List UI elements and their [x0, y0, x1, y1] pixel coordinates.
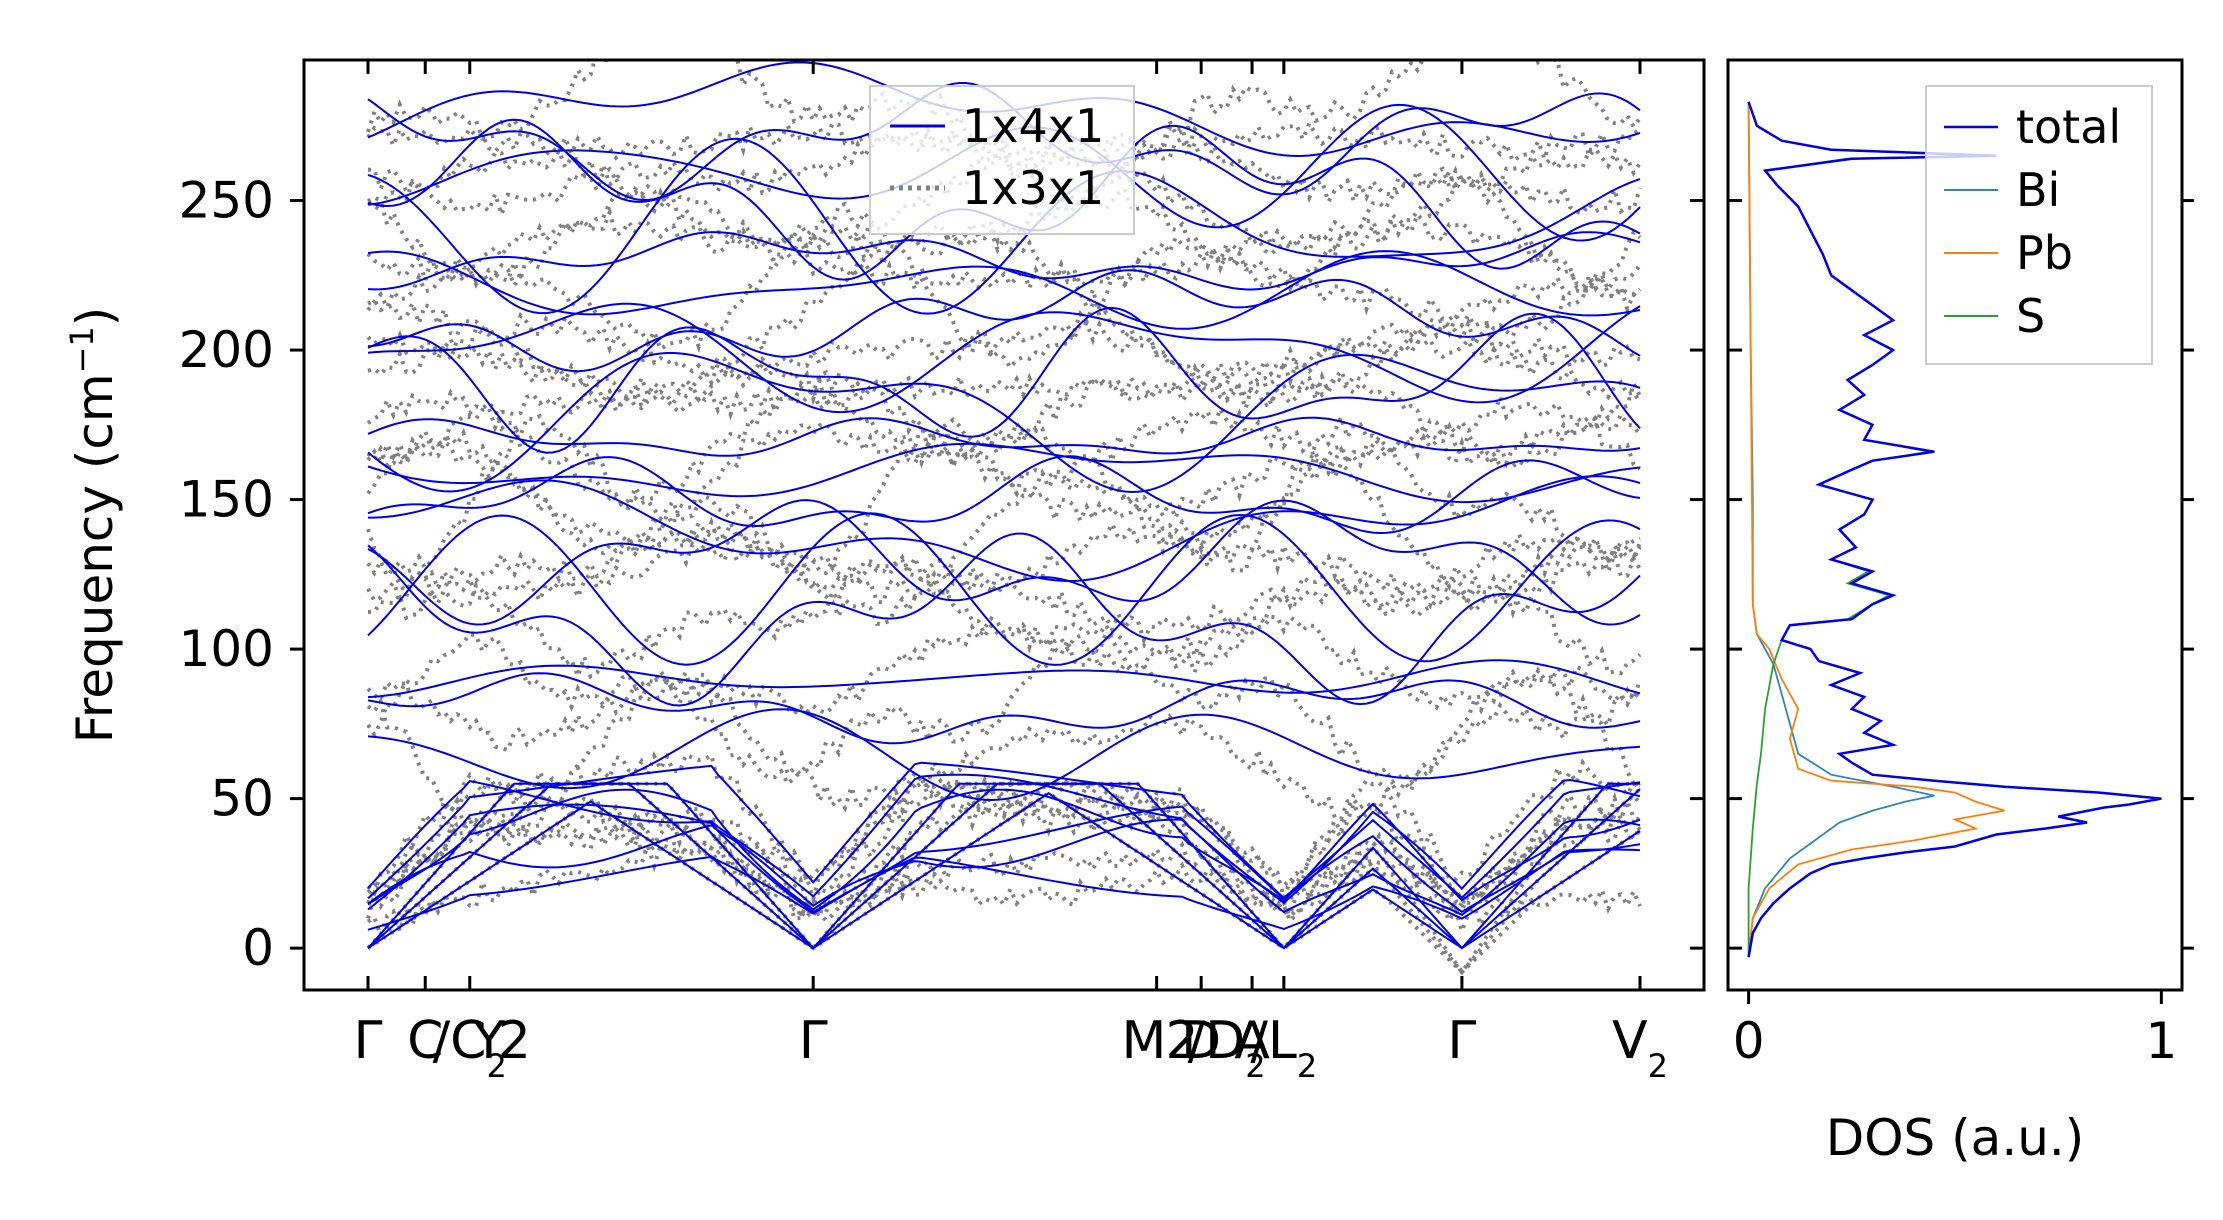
k-tick-label: V2 [1612, 1011, 1668, 1085]
k-tick-label: 2 [1166, 1011, 1199, 1071]
branch-1x3x1 [366, 790, 1641, 922]
dos-legend-box [1925, 85, 2153, 365]
branch-1x3x1 [366, 839, 1642, 942]
branch-1x3x1 [366, 769, 1642, 907]
legend-label-1x3x1: 1x3x1 [962, 161, 1104, 215]
branch-1x3x1 [366, 775, 1642, 918]
branch-1x4x1 [368, 475, 1641, 582]
legend-label-total: total [2016, 100, 2121, 154]
branch-1x3x1 [366, 781, 1642, 976]
branch-1x4x1 [367, 773, 1641, 905]
branch-1x4x1 [367, 761, 1641, 900]
dos-curve-total [1747, 101, 2162, 958]
y-tick-label: 100 [179, 620, 274, 678]
y-tick-label: 50 [210, 770, 274, 828]
k-tick-label: Γ [1447, 1011, 1476, 1071]
band-legend: 1x4x1 1x3x1 [869, 85, 1135, 235]
y-tick-label: 0 [242, 919, 274, 977]
dos-x-tick-label: 1 [2145, 1012, 2177, 1070]
branch-1x4x1 [367, 416, 1641, 457]
y-axis-title: Frequency (cm−1) [63, 307, 124, 744]
k-tick-label: Γ [799, 1011, 828, 1071]
branch-1x4x1 [367, 803, 1641, 914]
y-tick-label: 150 [179, 471, 274, 529]
k-tick-label: /C2 [433, 1011, 507, 1085]
dos-legend: total Bi Pb S [1925, 85, 2153, 365]
k-tick-label: /L2 [1250, 1011, 1317, 1085]
dos-x-axis-title: DOS (a.u.) [1826, 1109, 2085, 1167]
branch-1x3x1 [366, 118, 1641, 166]
branch-1x4x1 [367, 231, 1641, 291]
branch-1x3x1 [366, 369, 1642, 511]
k-tick-label: /D2 [1188, 1011, 1266, 1085]
branch-1x4x1 [367, 512, 1641, 666]
branch-1x3x1 [366, 330, 1642, 421]
legend-label-1x4x1: 1x4x1 [962, 99, 1104, 153]
branch-1x3x1 [366, 410, 1642, 556]
branch-1x4x1 [367, 455, 1641, 535]
branch-1x3x1 [366, 810, 1642, 924]
k-tick-label: D [1181, 1011, 1221, 1071]
branch-1x4x1 [367, 659, 1641, 699]
dos-curve-pb [1747, 101, 2005, 958]
k-tick-label: A [1234, 1011, 1270, 1071]
branch-1x4x1 [367, 708, 1641, 802]
band-frame [302, 58, 1706, 992]
k-tick-label: 2 [498, 1011, 531, 1071]
band-legend-box [869, 85, 1135, 235]
branch-1x4x1 [367, 788, 1641, 911]
branch-1x4x1 [367, 532, 1641, 707]
branch-1x3x1 [366, 359, 1642, 473]
dos-x-tick-label: 0 [1733, 1012, 1765, 1070]
band-y-ticks: 0 50 100 150 200 250 [179, 172, 1704, 977]
branch-1x3x1 [367, 311, 1641, 389]
y-tick-label: 200 [179, 321, 274, 379]
branch-1x3x1 [366, 427, 1641, 626]
branch-1x4x1 [367, 306, 1641, 454]
branch-1x3x1 [366, 201, 1642, 372]
dos-frame [1726, 58, 2184, 992]
branch-1x3x1 [367, 206, 1642, 315]
branch-1x4x1 [367, 848, 1641, 931]
branch-1x4x1 [367, 137, 1641, 315]
branch-1x3x1 [366, 629, 1642, 788]
branch-1x4x1 [367, 782, 1640, 950]
k-tick-label: Γ [354, 1011, 383, 1071]
y-tick-label: 250 [179, 172, 274, 230]
branch-1x4x1 [367, 302, 1641, 414]
k-tick-label: C [407, 1011, 443, 1071]
branch-1x4x1 [367, 782, 1641, 950]
legend-label-s: S [2016, 289, 2045, 343]
branch-1x4x1 [367, 352, 1641, 494]
branch-1x3x1 [366, 540, 1642, 646]
branch-1x3x1 [366, 516, 1642, 600]
dos-lines [1747, 101, 2162, 958]
k-tick-label: Y [472, 1011, 505, 1071]
legend-label-pb: Pb [2016, 226, 2073, 280]
k-tick-label: M [1121, 1011, 1166, 1071]
legend-label-bi: Bi [2016, 163, 2060, 217]
branch-1x4x1 [367, 818, 1641, 916]
branch-1x4x1 [367, 672, 1641, 745]
branch-1x4x1 [367, 269, 1641, 373]
branch-1x4x1 [367, 499, 1641, 626]
